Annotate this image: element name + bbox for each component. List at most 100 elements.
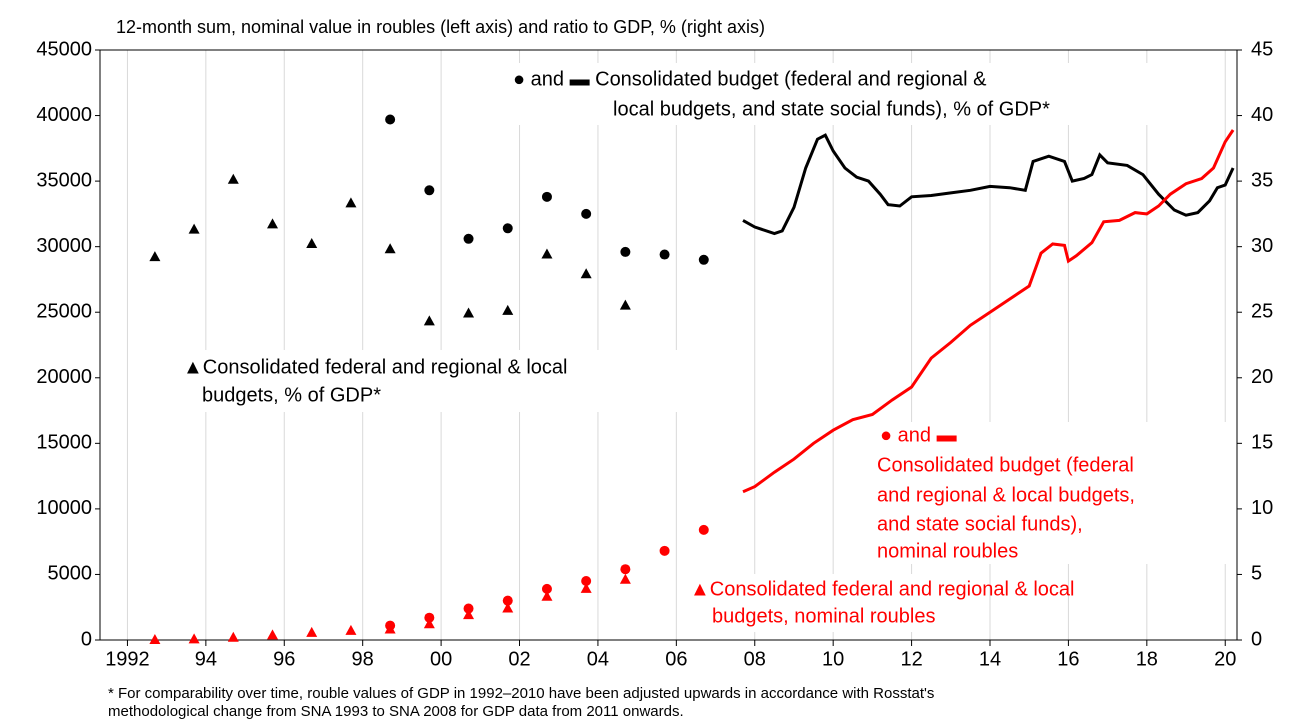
series-dot — [698, 254, 709, 265]
series-dot — [698, 524, 709, 535]
series-triangle — [619, 299, 631, 310]
annotation-box — [858, 422, 1236, 564]
series-triangle — [306, 238, 318, 249]
y-tick-label: 45000 — [36, 38, 92, 60]
annotation: ▲Consolidated federal and regional & loc… — [183, 356, 567, 378]
y2-tick-label: 0 — [1251, 628, 1262, 650]
series-triangle — [267, 218, 279, 229]
series-triangle — [384, 243, 396, 254]
series-dot — [502, 223, 513, 234]
x-tick-label: 94 — [195, 648, 217, 670]
series-triangle — [463, 307, 475, 318]
y2-tick-label: 15 — [1251, 432, 1273, 454]
y-tick-label: 35000 — [36, 169, 92, 191]
x-tick-label: 02 — [508, 648, 530, 670]
y-tick-label: 25000 — [36, 301, 92, 323]
series-triangle — [541, 590, 553, 601]
x-tick-label: 14 — [979, 648, 1001, 670]
y2-tick-label: 5 — [1251, 563, 1262, 585]
annotation-box — [490, 63, 1190, 125]
series-triangle — [463, 609, 475, 620]
series-dot — [659, 545, 670, 556]
y-tick-label: 20000 — [36, 366, 92, 388]
series-triangle — [188, 633, 200, 644]
series-triangle — [227, 173, 239, 184]
y2-tick-label: 10 — [1251, 497, 1273, 519]
x-tick-label: 04 — [587, 648, 609, 670]
series-triangle — [149, 251, 161, 262]
x-tick-label: 10 — [822, 648, 844, 670]
footnote: * For comparability over time, rouble va… — [108, 685, 934, 702]
x-tick-label: 1992 — [105, 648, 150, 670]
y2-tick-label: 20 — [1251, 366, 1273, 388]
y2-tick-label: 45 — [1251, 38, 1273, 60]
x-tick-label: 98 — [352, 648, 374, 670]
x-tick-label: 20 — [1214, 648, 1236, 670]
y-tick-label: 30000 — [36, 235, 92, 257]
x-tick-label: 18 — [1136, 648, 1158, 670]
series-triangle — [580, 582, 592, 593]
series-triangle — [619, 573, 631, 584]
annotation: and state social funds), — [877, 513, 1083, 535]
series-dot — [581, 576, 592, 586]
series-triangle — [541, 248, 553, 259]
y2-tick-label: 25 — [1251, 301, 1273, 323]
series-triangle — [227, 631, 239, 642]
annotation: budgets, % of GDP* — [202, 384, 381, 406]
annotation: ● and ▬ Consolidated budget (federal and… — [513, 68, 987, 90]
series-dot — [620, 564, 631, 575]
series-dot — [463, 603, 474, 614]
series-line — [742, 129, 1235, 494]
series-dot — [463, 233, 474, 244]
x-tick-label: 00 — [430, 648, 452, 670]
series-dot — [659, 249, 670, 260]
y-tick-label: 40000 — [36, 104, 92, 126]
series-line — [742, 133, 1235, 236]
y2-tick-label: 40 — [1251, 104, 1273, 126]
series-triangle — [345, 197, 357, 208]
series-triangle — [384, 623, 396, 634]
series-triangle — [267, 629, 279, 640]
annotation-box — [170, 350, 700, 412]
series-triangle — [502, 602, 514, 613]
annotation: and regional & local budgets, — [877, 484, 1135, 506]
series-triangle — [423, 618, 435, 629]
x-tick-label: 06 — [665, 648, 687, 670]
series-triangle — [580, 268, 592, 279]
series-dot — [502, 595, 513, 606]
chart-title: 12-month sum, nominal value in roubles (… — [116, 17, 765, 37]
series-dot — [541, 583, 552, 594]
series-dot — [581, 208, 592, 219]
series-triangle — [188, 223, 200, 234]
x-tick-label: 08 — [744, 648, 766, 670]
annotation-box — [682, 574, 982, 632]
y-tick-label: 5000 — [48, 563, 93, 585]
series-dot — [620, 246, 631, 257]
annotation: Consolidated budget (federal — [877, 454, 1134, 476]
series-dot — [424, 612, 435, 623]
y-tick-label: 15000 — [36, 432, 92, 454]
series-triangle — [423, 315, 435, 326]
series-triangle — [502, 304, 514, 315]
x-tick-label: 96 — [273, 648, 295, 670]
footnote: methodological change from SNA 1993 to S… — [108, 703, 684, 720]
annotation: local budgets, and state social funds), … — [613, 98, 1050, 120]
series-dot — [385, 114, 396, 125]
y-tick-label: 10000 — [36, 497, 92, 519]
x-tick-label: 16 — [1057, 648, 1079, 670]
annotation: ▲Consolidated federal and regional & loc… — [690, 578, 1074, 600]
y2-tick-label: 30 — [1251, 235, 1273, 257]
series-dot — [424, 185, 435, 196]
series-triangle — [149, 634, 161, 644]
series-triangle — [345, 624, 357, 635]
plot-frame — [99, 49, 1238, 641]
annotation: ● and ▬ — [880, 424, 957, 446]
series-triangle — [306, 626, 318, 637]
annotation: nominal roubles — [877, 540, 1018, 562]
y-tick-label: 0 — [81, 628, 92, 650]
y2-tick-label: 35 — [1251, 169, 1273, 191]
annotation: budgets, nominal roubles — [712, 605, 935, 627]
x-tick-label: 12 — [900, 648, 922, 670]
series-dot — [541, 191, 552, 202]
